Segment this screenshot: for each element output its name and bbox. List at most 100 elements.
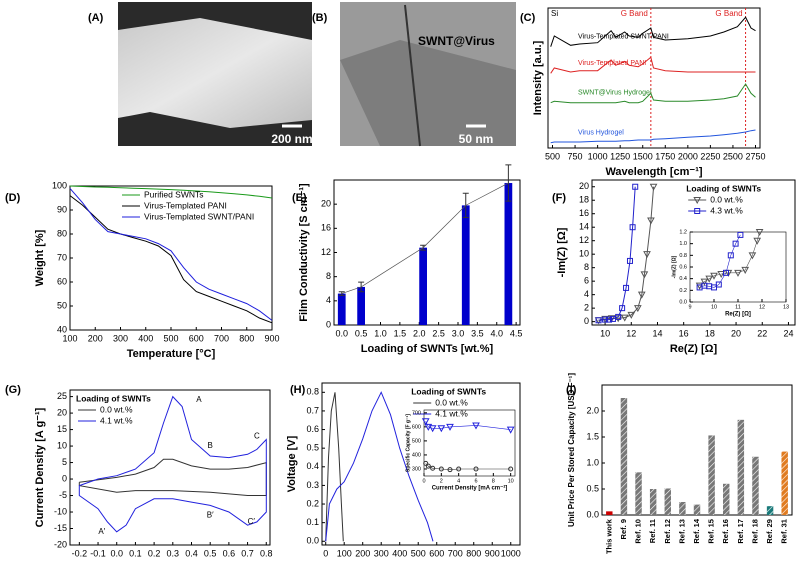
x-tick-label: 0.4: [185, 548, 198, 558]
series-line: [550, 129, 756, 144]
marker: [748, 252, 757, 260]
x-tick-label: Ref. 15: [707, 519, 716, 544]
y-tick-label: 90: [57, 204, 67, 214]
x-tick-label: Ref. 9: [619, 519, 628, 539]
y-tick-label: 6: [584, 276, 589, 286]
x-tick-label: 900: [485, 548, 500, 558]
legend-label: Purified SWNTs: [144, 189, 204, 199]
x-tick-label: 0.5: [355, 328, 368, 338]
y-axis-label: Unit Price Per Stored Capacity [USD F⁻¹]: [567, 373, 576, 527]
x-tick-label: 0.0: [110, 548, 123, 558]
y-tick-label: 2: [584, 303, 589, 313]
y-tick-label: 25: [57, 391, 67, 401]
y-tick-label: 0.0: [306, 536, 319, 546]
x-tick-label: 20: [731, 328, 741, 338]
y-tick-label: -5: [59, 490, 67, 500]
y-tick-label: 0: [326, 319, 331, 329]
x-tick-label: This work: [604, 518, 613, 554]
marker: [643, 251, 651, 259]
y-tick-label: 50: [57, 300, 67, 310]
bar-hatch: [752, 456, 759, 515]
marker: [423, 460, 429, 466]
y-tick-label: 70: [57, 252, 67, 262]
marker: [446, 423, 454, 431]
legend-title: Loading of SWNTs: [686, 183, 761, 193]
series-line: [699, 234, 741, 288]
y-axis-label: Weight [%]: [34, 229, 46, 286]
y-tick-label: 10: [579, 249, 589, 259]
x-tick-label: 18: [705, 328, 715, 338]
series-line: [425, 463, 511, 471]
marker: [632, 183, 639, 190]
x-tick-label: 100: [337, 548, 352, 558]
legend-label: 0.0 wt.%: [710, 194, 743, 204]
bar-hatch: [620, 398, 628, 515]
bar-hatch: [679, 502, 686, 515]
marker: [437, 425, 446, 433]
marker: [602, 316, 609, 323]
panel-letter: (H): [290, 384, 306, 396]
x-tick-label: Ref. 14: [692, 518, 701, 543]
panel-letter: (C): [520, 12, 536, 24]
x-tick-label: Ref. 29: [765, 519, 774, 544]
x-tick-label: 10: [711, 304, 717, 310]
x-tick-label: 22: [757, 328, 767, 338]
panel-letter: (I): [566, 384, 577, 396]
marker: [627, 311, 636, 319]
bar-hatch: [737, 419, 745, 515]
x-tick-label: 1.0: [374, 328, 387, 338]
y-tick-label: 16: [321, 223, 331, 233]
marker: [447, 467, 453, 473]
panel-letter: (D): [5, 192, 21, 204]
series-label: Virus Hydrogel: [578, 130, 624, 137]
y-tick-label: 0.1: [306, 517, 319, 527]
y-tick-label: 80: [57, 228, 67, 238]
plot-frame: [423, 409, 516, 477]
marker: [619, 305, 626, 312]
series-line: [325, 391, 434, 542]
marker: [693, 197, 702, 205]
plot-frame: [547, 7, 761, 149]
peak-label: A: [196, 395, 202, 404]
x-tick-label: 200: [355, 548, 370, 558]
x-tick-label: 6: [474, 478, 477, 484]
series-label: SWNT@Virus Hydrogel: [578, 90, 652, 97]
y-tick-label: 12: [321, 247, 331, 257]
x-tick-label: 500: [163, 333, 178, 343]
marker: [620, 314, 629, 322]
y-axis-label: -Im(Z) [Ω]: [556, 227, 568, 277]
annotation: Si: [551, 9, 558, 18]
x-tick-label: 4: [457, 478, 460, 484]
x-tick-label: 700: [448, 548, 463, 558]
tem-sheet: [118, 18, 312, 128]
x-tick-label: 500: [545, 151, 560, 161]
series-line: [78, 395, 267, 533]
plot-frame: [601, 384, 793, 516]
x-tick-label: 400: [392, 548, 407, 558]
y-tick-label: 14: [579, 222, 589, 232]
y-tick-label: 2.0: [586, 405, 599, 415]
x-axis-label: Loading of SWNTs [wt.%]: [361, 343, 494, 355]
bar: [419, 247, 427, 325]
bar-hatch: [708, 435, 715, 515]
marker: [705, 275, 714, 283]
series-label: Virus-Templated PANI: [578, 60, 646, 67]
marker: [606, 316, 613, 323]
band-label: G Band: [621, 9, 648, 18]
x-tick-label: 10: [600, 328, 610, 338]
y-tick-label: 0.6: [679, 264, 687, 270]
marker: [647, 217, 655, 225]
y-tick-label: 300: [412, 466, 421, 472]
marker: [717, 271, 726, 279]
panel-letter: (F): [552, 192, 566, 204]
x-tick-label: 8: [492, 478, 495, 484]
bar-hatch: [781, 451, 788, 515]
x-tick-label: 12: [626, 328, 636, 338]
y-tick-label: 8: [326, 271, 331, 281]
image-label: SWNT@Virus: [418, 34, 495, 48]
bar-hatch: [723, 483, 730, 515]
band-label: G Band: [715, 9, 742, 18]
x-tick-label: 2000: [678, 151, 698, 161]
y-tick-label: 600: [412, 424, 421, 430]
